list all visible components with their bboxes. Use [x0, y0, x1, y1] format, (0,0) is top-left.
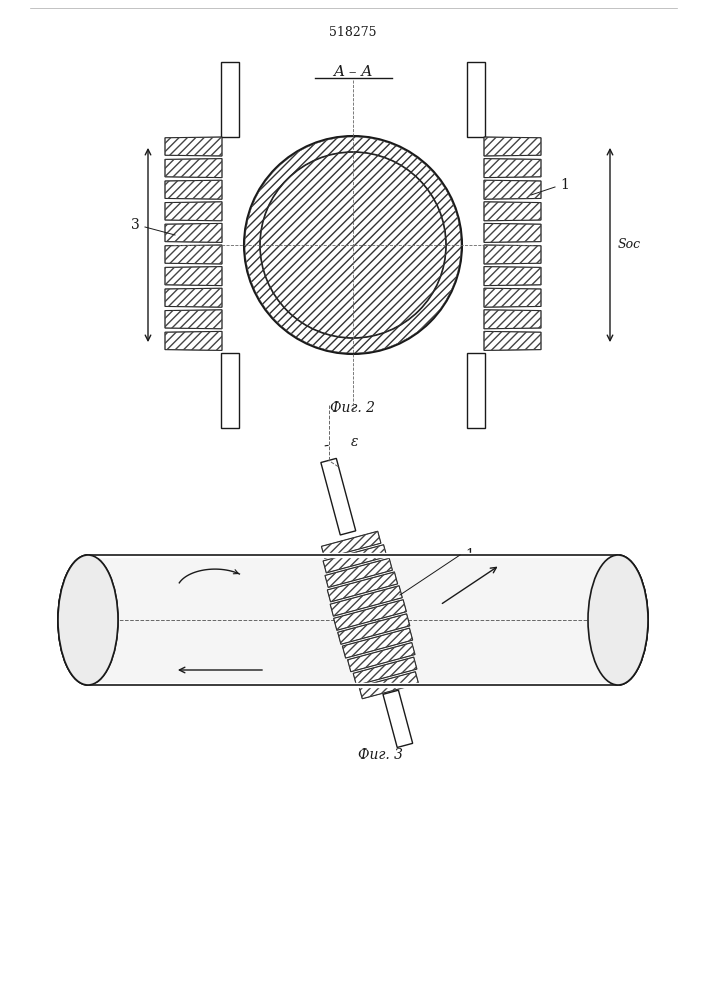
- Polygon shape: [88, 683, 618, 687]
- Text: 1: 1: [561, 178, 569, 192]
- Text: Sос: Sос: [505, 558, 528, 572]
- Polygon shape: [484, 180, 541, 199]
- Bar: [321, 458, 356, 535]
- Polygon shape: [165, 245, 222, 264]
- Ellipse shape: [588, 555, 648, 685]
- Polygon shape: [338, 614, 410, 644]
- Polygon shape: [484, 137, 541, 156]
- Polygon shape: [334, 600, 407, 630]
- Polygon shape: [165, 159, 222, 178]
- Polygon shape: [484, 202, 541, 221]
- Text: 3: 3: [131, 218, 139, 232]
- Text: 1: 1: [465, 548, 474, 562]
- Text: Фиг. 2: Фиг. 2: [330, 401, 375, 415]
- Polygon shape: [88, 555, 618, 685]
- Polygon shape: [323, 545, 387, 573]
- Circle shape: [244, 136, 462, 354]
- Polygon shape: [359, 672, 419, 699]
- Text: ωдет: ωдет: [141, 568, 179, 582]
- Ellipse shape: [588, 555, 648, 685]
- Polygon shape: [484, 310, 541, 329]
- Ellipse shape: [58, 555, 118, 685]
- Polygon shape: [165, 288, 222, 307]
- Polygon shape: [484, 159, 541, 178]
- Polygon shape: [165, 137, 222, 156]
- Circle shape: [260, 152, 446, 338]
- Text: Sос: Sос: [618, 238, 641, 251]
- Polygon shape: [165, 180, 222, 199]
- Ellipse shape: [58, 555, 118, 685]
- Polygon shape: [348, 643, 415, 672]
- Polygon shape: [88, 555, 618, 685]
- Bar: [383, 690, 413, 747]
- Circle shape: [260, 152, 446, 338]
- Bar: [221, 353, 239, 428]
- Bar: [467, 353, 485, 428]
- Polygon shape: [484, 267, 541, 286]
- Text: A – A: A – A: [333, 65, 373, 79]
- Text: Sпрод: Sпрод: [270, 664, 310, 676]
- Bar: [467, 62, 485, 137]
- Text: ε: ε: [351, 435, 358, 449]
- Polygon shape: [484, 331, 541, 350]
- Text: Фиг. 3: Фиг. 3: [358, 748, 402, 762]
- Polygon shape: [484, 288, 541, 307]
- Polygon shape: [165, 331, 222, 350]
- Polygon shape: [322, 531, 381, 558]
- Polygon shape: [165, 202, 222, 221]
- Polygon shape: [165, 267, 222, 286]
- Polygon shape: [327, 572, 397, 602]
- Circle shape: [245, 137, 461, 353]
- Polygon shape: [165, 310, 222, 329]
- Polygon shape: [484, 223, 541, 242]
- Polygon shape: [330, 586, 402, 616]
- Text: 518275: 518275: [329, 25, 377, 38]
- Polygon shape: [165, 223, 222, 242]
- Bar: [221, 62, 239, 137]
- Polygon shape: [342, 628, 413, 658]
- Polygon shape: [484, 245, 541, 264]
- Polygon shape: [88, 553, 618, 557]
- Text: ωр: ωр: [291, 639, 309, 652]
- Polygon shape: [325, 558, 392, 587]
- Polygon shape: [354, 657, 417, 685]
